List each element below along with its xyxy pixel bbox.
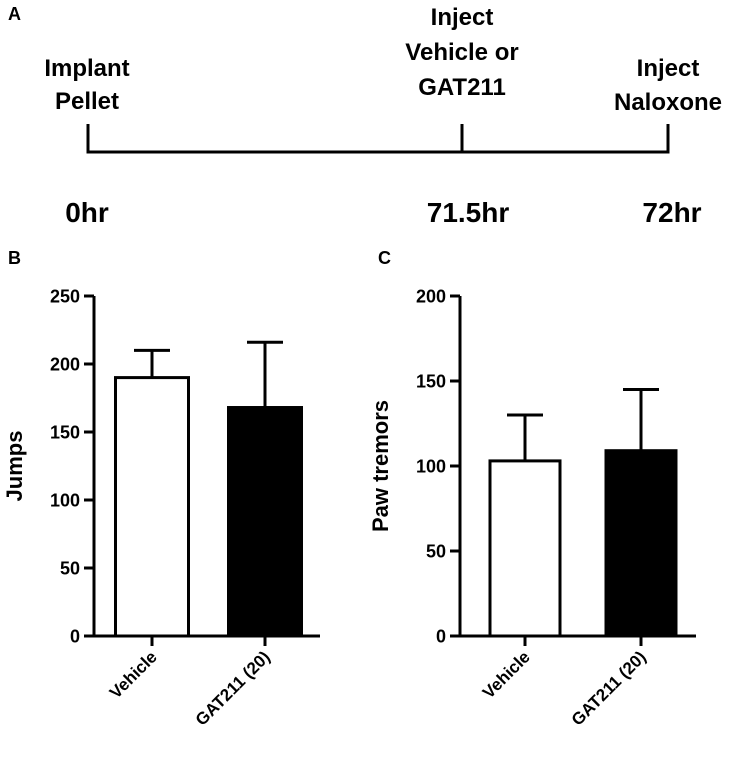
x-category-label: Vehicle bbox=[479, 647, 534, 702]
panel-label-c: C bbox=[378, 248, 391, 268]
y-tick-label: 50 bbox=[426, 542, 446, 562]
timeline-time-label: 72hr bbox=[642, 197, 701, 228]
x-category-label: Vehicle bbox=[106, 647, 161, 702]
paw-tremors-chart: C 0 50 100 150 200 Vehicle GAT211 (20) Paw trem… bbox=[368, 248, 696, 729]
y-tick-label: 200 bbox=[50, 355, 80, 375]
x-category-label: GAT211 (20) bbox=[192, 647, 274, 729]
y-tick-label: 0 bbox=[436, 627, 446, 647]
panel-label-a: A bbox=[8, 4, 21, 24]
y-tick-label: 100 bbox=[416, 457, 446, 477]
timeline-event-label: Naloxone bbox=[614, 89, 722, 116]
bar bbox=[604, 449, 678, 638]
y-tick-label: 150 bbox=[416, 372, 446, 392]
y-axis-title: Jumps bbox=[2, 431, 27, 502]
timeline-event-label: GAT211 bbox=[418, 74, 506, 101]
y-tick-label: 250 bbox=[50, 287, 80, 307]
y-tick-label: 150 bbox=[50, 423, 80, 443]
jumps-chart: B 0 50 100 150 200 250 Vehicle GAT211 (20) Jumps bbox=[2, 248, 320, 729]
bar bbox=[114, 376, 190, 638]
timeline-event-label: Pellet bbox=[55, 88, 119, 115]
y-tick-label: 0 bbox=[70, 627, 80, 647]
timeline-time-label: 0hr bbox=[65, 197, 109, 228]
timeline-event-label: Inject bbox=[637, 55, 700, 82]
y-tick-label: 50 bbox=[60, 559, 80, 579]
timeline-event-label: Vehicle or bbox=[405, 39, 518, 66]
bar bbox=[227, 406, 303, 638]
panel-label-b: B bbox=[8, 248, 21, 268]
timeline-event-label: Inject bbox=[431, 4, 494, 31]
timeline-time-label: 71.5hr bbox=[427, 197, 510, 228]
timeline-panel: A Implant Pellet 0hr Inject Vehicle or GAT211… bbox=[8, 4, 722, 228]
bar bbox=[488, 459, 562, 638]
y-tick-label: 200 bbox=[416, 287, 446, 307]
y-axis-title: Paw tremors bbox=[368, 400, 393, 532]
x-category-label: GAT211 (20) bbox=[568, 647, 650, 729]
timeline-event-label: Implant bbox=[44, 55, 129, 82]
y-tick-label: 100 bbox=[50, 491, 80, 511]
